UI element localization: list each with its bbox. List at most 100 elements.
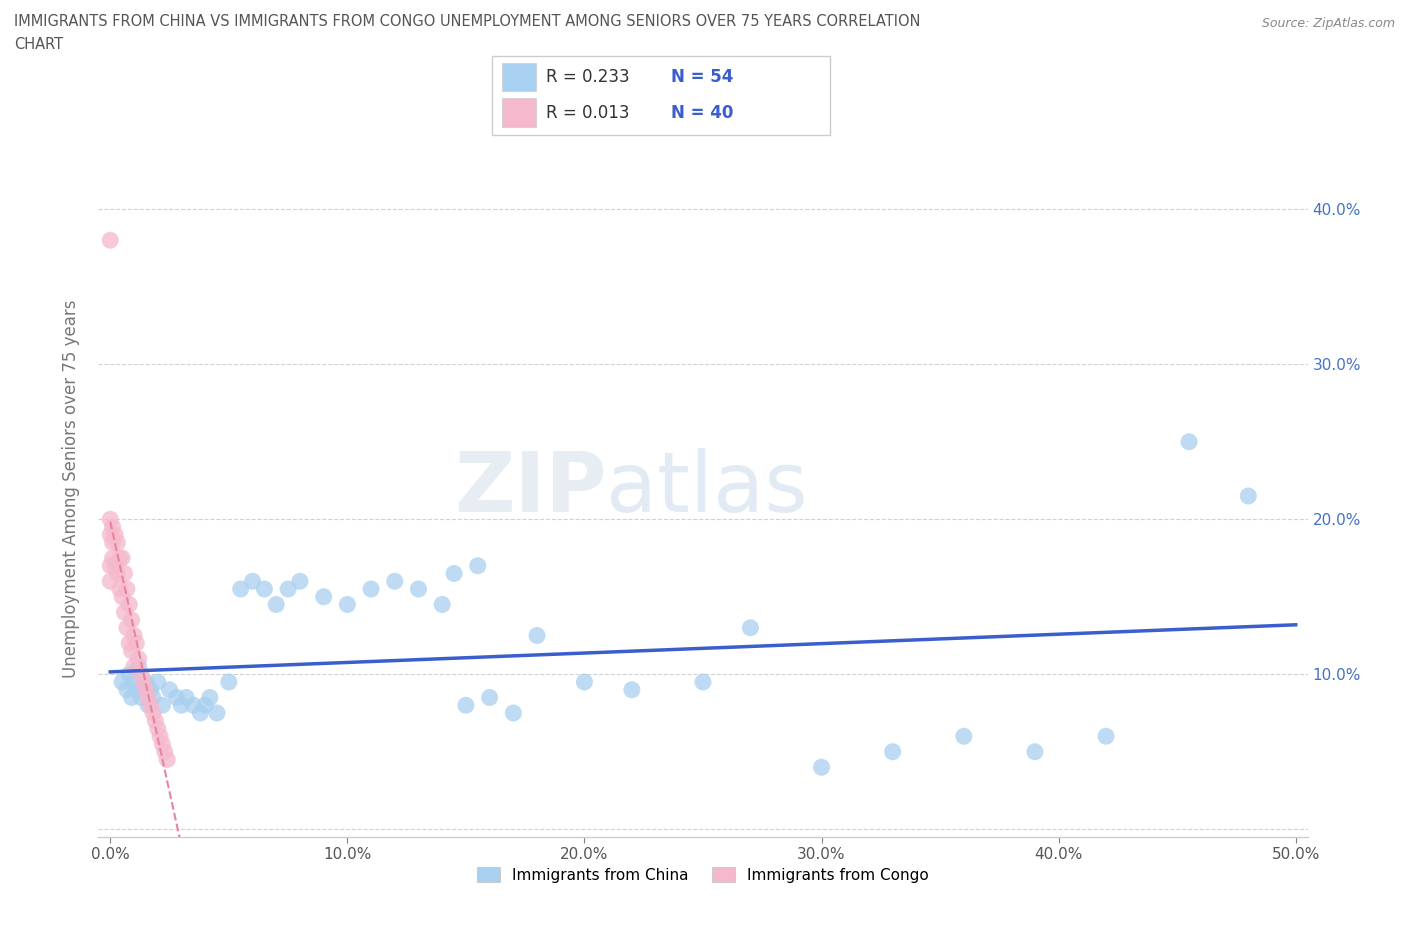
- Point: [882, 744, 904, 759]
- Point: [149, 729, 172, 744]
- Point: [121, 613, 143, 628]
- Point: [174, 690, 197, 705]
- Point: [136, 690, 159, 705]
- Text: R = 0.013: R = 0.013: [546, 104, 630, 122]
- Point: [114, 566, 136, 581]
- Point: [143, 713, 166, 728]
- Point: [253, 581, 276, 596]
- Point: [104, 527, 127, 542]
- Legend: Immigrants from China, Immigrants from Congo: Immigrants from China, Immigrants from C…: [471, 860, 935, 889]
- Point: [159, 683, 181, 698]
- Point: [229, 581, 252, 596]
- FancyBboxPatch shape: [502, 99, 536, 127]
- Point: [111, 551, 134, 565]
- FancyBboxPatch shape: [492, 56, 830, 135]
- Point: [135, 683, 157, 698]
- FancyBboxPatch shape: [502, 63, 536, 91]
- Point: [443, 566, 465, 581]
- Point: [810, 760, 832, 775]
- Point: [122, 674, 145, 689]
- Point: [98, 232, 121, 247]
- Point: [125, 683, 148, 698]
- Point: [135, 674, 157, 689]
- Point: [620, 683, 643, 698]
- Point: [139, 698, 162, 712]
- Point: [101, 535, 124, 550]
- Point: [384, 574, 406, 589]
- Point: [1178, 434, 1201, 449]
- Point: [502, 706, 524, 721]
- Point: [121, 690, 143, 705]
- Point: [104, 558, 127, 573]
- Point: [952, 729, 974, 744]
- Text: IMMIGRANTS FROM CHINA VS IMMIGRANTS FROM CONGO UNEMPLOYMENT AMONG SENIORS OVER 7: IMMIGRANTS FROM CHINA VS IMMIGRANTS FROM…: [14, 14, 921, 29]
- Point: [122, 628, 145, 643]
- Text: atlas: atlas: [606, 447, 808, 529]
- Point: [98, 527, 121, 542]
- Point: [125, 636, 148, 651]
- Point: [194, 698, 217, 712]
- Point: [336, 597, 359, 612]
- Point: [526, 628, 548, 643]
- Text: N = 54: N = 54: [671, 68, 734, 86]
- Point: [101, 520, 124, 535]
- Point: [129, 667, 152, 682]
- Point: [181, 698, 204, 712]
- Point: [118, 597, 141, 612]
- Point: [1095, 729, 1118, 744]
- Point: [190, 706, 212, 721]
- Point: [142, 706, 165, 721]
- Point: [136, 698, 159, 712]
- Point: [146, 674, 169, 689]
- Point: [98, 512, 121, 526]
- Point: [101, 551, 124, 565]
- Point: [146, 721, 169, 736]
- Point: [139, 683, 162, 698]
- Point: [574, 674, 596, 689]
- Text: CHART: CHART: [14, 37, 63, 52]
- Point: [408, 581, 430, 596]
- Point: [115, 683, 138, 698]
- Point: [114, 604, 136, 619]
- Text: N = 40: N = 40: [671, 104, 734, 122]
- Text: R = 0.233: R = 0.233: [546, 68, 630, 86]
- Point: [156, 752, 179, 767]
- Point: [692, 674, 714, 689]
- Point: [312, 590, 335, 604]
- Point: [98, 574, 121, 589]
- Point: [111, 674, 134, 689]
- Point: [432, 597, 454, 612]
- Point: [118, 667, 141, 682]
- Point: [118, 636, 141, 651]
- Point: [198, 690, 221, 705]
- Point: [264, 597, 287, 612]
- Point: [740, 620, 762, 635]
- Point: [108, 581, 131, 596]
- Point: [152, 737, 174, 751]
- Point: [115, 620, 138, 635]
- Point: [478, 690, 501, 705]
- Point: [121, 644, 143, 658]
- Point: [454, 698, 477, 712]
- Point: [142, 690, 165, 705]
- Point: [277, 581, 299, 596]
- Text: ZIP: ZIP: [454, 447, 606, 529]
- Point: [153, 744, 176, 759]
- Point: [132, 683, 155, 698]
- Point: [218, 674, 240, 689]
- Point: [242, 574, 264, 589]
- Point: [166, 690, 188, 705]
- Point: [467, 558, 489, 573]
- Point: [129, 690, 152, 705]
- Point: [132, 674, 155, 689]
- Point: [170, 698, 193, 712]
- Point: [152, 698, 174, 712]
- Point: [105, 566, 128, 581]
- Point: [105, 535, 128, 550]
- Point: [98, 558, 121, 573]
- Point: [1024, 744, 1046, 759]
- Point: [128, 659, 150, 674]
- Point: [1237, 488, 1260, 503]
- Point: [360, 581, 382, 596]
- Point: [122, 659, 145, 674]
